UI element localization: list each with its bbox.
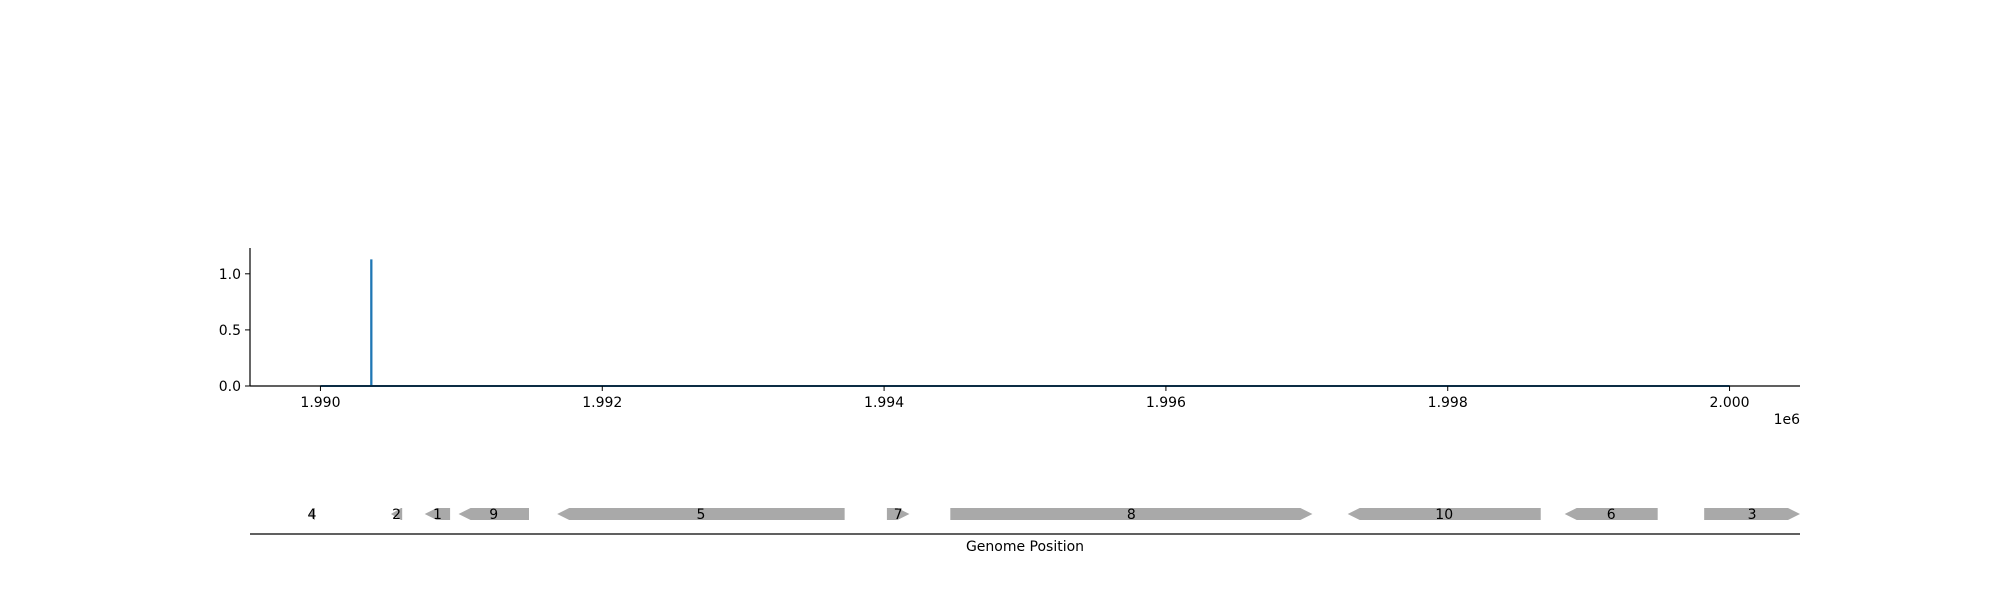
gene-feature-9 (458, 508, 529, 520)
x-tick-label: 1.998 (1428, 395, 1468, 411)
y-tick-label: 0.5 (219, 323, 241, 339)
gene-feature-2 (390, 508, 403, 520)
gene-feature-layer: 4 2 1 9 5 7 8 10 6 3 (308, 507, 1800, 523)
gene-feature-10 (1347, 508, 1541, 520)
gene-track: 4 2 1 9 5 7 8 10 6 3 Genome Position (250, 507, 1800, 555)
x-tick-label: 1.990 (300, 395, 340, 411)
y-tick-label: 0.0 (219, 379, 241, 395)
gene-feature-label: 9 (489, 507, 498, 523)
x-tick-label: 1.996 (1146, 395, 1186, 411)
gene-feature-label: 2 (392, 507, 401, 523)
gene-feature-6 (1564, 508, 1658, 520)
coverage-series-layer (320, 259, 1730, 387)
coverage-line-1 (320, 259, 1730, 387)
gene-feature-label: 10 (1435, 507, 1453, 523)
gene-feature-5 (557, 508, 845, 520)
gene-feature-3 (1704, 508, 1800, 520)
coverage-plot: 1.990 1.992 1.994 1.996 1.998 2.0000.00.51.0 … (219, 248, 1800, 428)
gene-feature-label: 8 (1127, 507, 1136, 523)
gene-track-xlabel: Genome Position (966, 539, 1084, 555)
gene-feature-label: 7 (894, 507, 903, 523)
x-offset-label: 1e6 (1774, 412, 1801, 428)
gene-feature-7 (886, 508, 910, 520)
x-tick-label: 1.992 (582, 395, 622, 411)
gene-feature-label: 4 (308, 507, 317, 523)
y-tick-label: 1.0 (219, 267, 241, 283)
gene-feature-label: 5 (696, 507, 705, 523)
gene-feature-1 (424, 508, 451, 520)
gene-feature-label: 1 (433, 507, 442, 523)
x-tick-label: 1.994 (864, 395, 904, 411)
gene-feature-8 (950, 508, 1313, 520)
x-tick-label: 2.000 (1709, 395, 1749, 411)
gene-feature-label: 6 (1607, 507, 1616, 523)
gene-feature-label: 3 (1748, 507, 1757, 523)
coverage-axes: 1.990 1.992 1.994 1.996 1.998 2.000 0.0 0.5 1.0 (219, 248, 1800, 411)
gene-feature-4 (309, 508, 315, 520)
